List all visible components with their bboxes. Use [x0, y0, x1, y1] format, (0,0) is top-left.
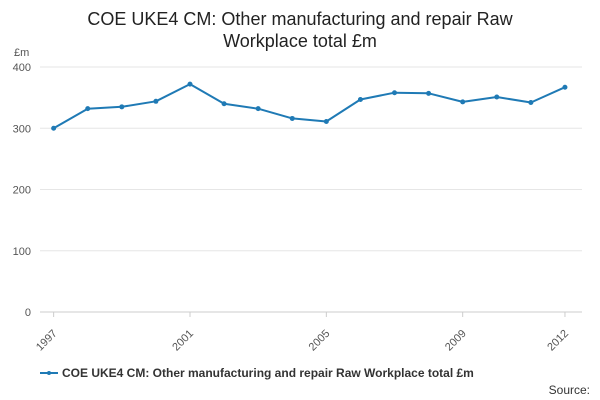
- chart-title: COE UKE4 CM: Other manufacturing and rep…: [0, 8, 600, 52]
- data-point-2003[interactable]: [255, 106, 261, 112]
- data-point-2007[interactable]: [392, 90, 398, 96]
- x-tick-label-1997: 1997: [34, 328, 60, 354]
- data-point-2004[interactable]: [289, 115, 295, 121]
- x-tick-label-2009: 2009: [443, 328, 469, 354]
- y-tick-label-200: 200: [13, 185, 31, 197]
- data-point-1997[interactable]: [51, 125, 57, 131]
- y-tick-label-100: 100: [13, 246, 31, 258]
- series-line-0: [53, 83, 566, 130]
- legend-label: COE UKE4 CM: Other manufacturing and rep…: [62, 366, 474, 380]
- data-point-2001[interactable]: [187, 81, 193, 87]
- chart-title-line-2: Workplace total £m: [223, 31, 377, 51]
- x-axis-ticks: 1997 2001 2005 2009 2012: [34, 312, 571, 353]
- legend-marker: [47, 371, 51, 375]
- data-point-2008[interactable]: [426, 90, 432, 96]
- data-point-1999[interactable]: [119, 104, 125, 110]
- legend[interactable]: COE UKE4 CM: Other manufacturing and rep…: [40, 366, 474, 380]
- y-tick-label-400: 400: [13, 62, 31, 74]
- data-point-2000[interactable]: [153, 98, 159, 104]
- data-point-2005[interactable]: [323, 119, 329, 125]
- x-tick-label-2001: 2001: [170, 328, 196, 354]
- data-point-1998[interactable]: [85, 106, 91, 112]
- chart-title-line-1: COE UKE4 CM: Other manufacturing and rep…: [87, 9, 513, 29]
- y-tick-label-300: 300: [13, 123, 31, 135]
- y-tick-label-0: 0: [25, 307, 31, 319]
- data-point-2002[interactable]: [221, 101, 227, 107]
- gridlines: [40, 66, 582, 313]
- series-layer: [51, 81, 568, 131]
- data-point-2011[interactable]: [528, 100, 534, 106]
- data-point-2006[interactable]: [357, 96, 363, 102]
- data-point-2012[interactable]: [562, 84, 568, 90]
- x-tick-label-2005: 2005: [307, 328, 333, 354]
- y-axis-unit-label: £m: [14, 47, 29, 59]
- y-axis-ticks: 0 100 200 300 400: [13, 62, 31, 319]
- data-point-2009[interactable]: [460, 99, 466, 105]
- data-point-2010[interactable]: [494, 94, 500, 100]
- x-tick-label-2012: 2012: [545, 328, 571, 354]
- source-label: Source:: [548, 383, 590, 397]
- legend-swatch: [40, 368, 58, 378]
